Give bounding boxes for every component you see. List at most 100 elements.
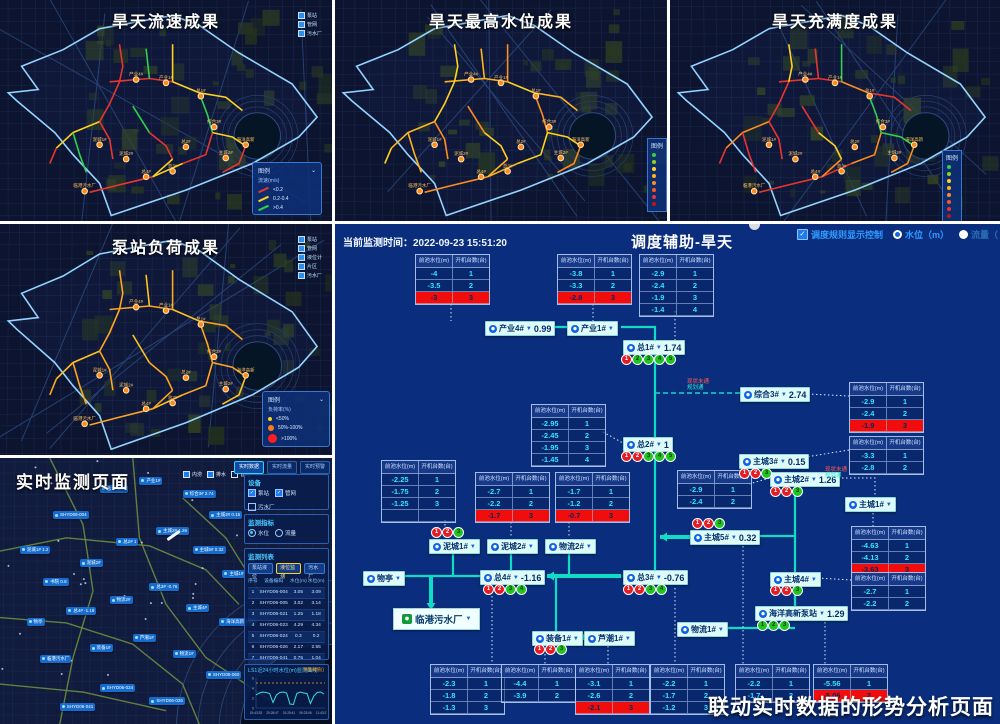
map-station-tag[interactable]: 临港污水厂	[39, 654, 72, 663]
pump-station-dot[interactable]	[792, 155, 799, 163]
map-station-tag[interactable]: 海洋高新 1.29	[219, 617, 257, 626]
map-station-tag[interactable]: 主城5# 0.32	[192, 545, 226, 554]
pump-station-dot[interactable]	[851, 143, 859, 151]
pump-node[interactable]: 主城1# ▼	[845, 497, 896, 512]
map-station-tag[interactable]: SHYD06-004	[53, 511, 89, 520]
pump-node[interactable]: 泥城2# ▼	[487, 539, 538, 554]
pump-station-dot[interactable]	[910, 141, 918, 149]
pump-station-dot[interactable]	[497, 79, 505, 87]
table-row[interactable]: 5 SHYD06-024 0.3 0.2	[248, 632, 325, 643]
pump-node[interactable]: 物流2# ▼	[545, 539, 596, 554]
pump-station-dot[interactable]	[169, 399, 176, 407]
pump-station-dot[interactable]	[431, 141, 438, 149]
pump-station-dot[interactable]	[96, 141, 103, 149]
pump-station-dot[interactable]	[81, 420, 88, 428]
map-station-tag[interactable]: 泥城1# 1.2	[19, 545, 51, 554]
radio-flow[interactable]: 流量（	[958, 228, 998, 241]
pump-station-dot[interactable]	[242, 141, 249, 149]
map-station-tag[interactable]: SHYD06-041	[59, 702, 96, 711]
metric-radio[interactable]: 流量	[275, 529, 296, 537]
device-checkbox[interactable]: ✓ 泵站	[248, 489, 269, 497]
pump-node[interactable]: 总4# ▼ -1.16	[480, 570, 546, 585]
pump-station-dot[interactable]	[142, 405, 150, 413]
pump-node[interactable]: 物流1# ▼	[677, 622, 728, 637]
pump-station-dot[interactable]	[557, 154, 565, 162]
pump-node[interactable]: 海洋高新泵站 ▼ 1.29	[755, 606, 849, 621]
tab-实时流量[interactable]: 实时流量	[266, 461, 297, 474]
map-station-tag[interactable]: 总1# 1.74	[99, 484, 129, 493]
pump-station-dot[interactable]	[545, 123, 553, 131]
pump-node[interactable]: 综合3# ▼ 2.74	[740, 387, 811, 402]
map-station-tag[interactable]: 装备1#	[89, 644, 113, 653]
pump-station-dot[interactable]	[866, 92, 873, 100]
device-checkbox[interactable]: 污水厂	[248, 503, 275, 511]
map-station-tag[interactable]: 物流1#	[172, 649, 196, 658]
radio-water-level[interactable]: 水位（m）	[892, 228, 949, 241]
pump-station-dot[interactable]	[416, 187, 423, 195]
pump-node[interactable]: 物亭 ▼	[363, 571, 405, 586]
table-row[interactable]: 3 SHYD06-021 1.25 1.18	[248, 610, 325, 621]
sewage-plant-node[interactable]: 临港污水厂 ▼	[393, 608, 481, 630]
pump-station-dot[interactable]	[132, 76, 140, 83]
map-station-tag[interactable]: SHYD06-024	[99, 684, 136, 693]
pump-station-dot[interactable]	[210, 353, 218, 361]
pump-station-dot[interactable]	[182, 374, 190, 381]
pump-station-dot[interactable]	[477, 173, 485, 181]
pump-station-dot[interactable]	[879, 123, 887, 131]
list-filter-button[interactable]: 泵站液位	[248, 563, 274, 580]
collapse-icon[interactable]: ⌄	[318, 397, 324, 403]
tab-实时数据[interactable]: 实时数据	[233, 461, 264, 474]
pump-station-dot[interactable]	[142, 173, 150, 181]
pump-station-dot[interactable]	[831, 79, 839, 87]
map-station-tag[interactable]: 泥城2#	[79, 559, 103, 568]
pumpload-map-canvas[interactable]: 产业4# 产业1# 总1# 综合3# 总2# 总3# 泥城1# 泥城2# 总4# 临港污水厂 主城2…	[0, 224, 332, 455]
map-station-tag[interactable]: 物亭	[26, 617, 45, 626]
waterlevel-map-canvas[interactable]: 产业4# 产业1# 总1# 综合3# 总2# 总3# 泥城1# 泥城2# 总4# 临港污水厂 主城2…	[335, 0, 667, 221]
map-station-tag[interactable]: 主城4#	[185, 604, 209, 613]
pump-station-dot[interactable]	[81, 187, 88, 195]
pump-station-dot[interactable]	[577, 141, 584, 149]
map-station-tag[interactable]: 总4# -1.16	[66, 606, 97, 615]
pump-node[interactable]: 总2# ▼ 1	[623, 437, 673, 452]
table-row[interactable]: 6 SHYD06-026 2.17 2.55	[248, 643, 325, 654]
map-station-tag[interactable]: SHYD06-060	[205, 670, 242, 679]
collapse-icon[interactable]: ⌄	[310, 168, 316, 174]
map-station-tag[interactable]: 产业1#	[139, 476, 163, 485]
map-station-tag[interactable]: 总2# 1	[116, 537, 139, 546]
table-row[interactable]: 1 SHYD06-004 3.05 3.09	[248, 588, 325, 599]
metric-radio[interactable]: 水位	[248, 529, 269, 537]
pump-station-dot[interactable]	[210, 123, 218, 131]
rule-display-toggle[interactable]: ✓ 调度规则显示控制	[796, 228, 883, 241]
pump-station-dot[interactable]	[838, 167, 845, 175]
pump-node[interactable]: 芦潮1# ▼	[584, 631, 635, 646]
pump-station-dot[interactable]	[182, 143, 190, 151]
layer-toggle[interactable]: 排水	[207, 471, 226, 478]
pump-station-dot[interactable]	[96, 372, 103, 379]
pump-station-dot[interactable]	[532, 92, 540, 100]
map-station-tag[interactable]: 物流2#	[109, 596, 133, 605]
pump-station-dot[interactable]	[222, 154, 230, 162]
pump-station-dot[interactable]	[242, 372, 249, 379]
map-station-tag[interactable]: 主城2# 1.26	[156, 527, 190, 536]
table-row[interactable]: 2 SHYD06-005 3.02 3.14	[248, 599, 325, 610]
map-station-tag[interactable]: 主城1#	[222, 569, 246, 578]
pump-station-dot[interactable]	[811, 173, 819, 181]
device-checkbox[interactable]: ✓ 管网	[275, 489, 296, 497]
map-station-tag[interactable]: 芦潮1#	[132, 633, 156, 642]
pump-node[interactable]: 产业4# ▼ 0.99	[485, 321, 556, 336]
list-filter-button[interactable]: 液位监测	[276, 563, 302, 580]
fullness-map-canvas[interactable]: 产业4# 产业1# 总1# 综合3# 总2# 总3# 泥城1# 泥城2# 总4# 临港污水厂 主城2…	[670, 0, 1000, 221]
pump-station-dot[interactable]	[517, 143, 525, 151]
pump-station-dot[interactable]	[162, 307, 170, 314]
pump-station-dot[interactable]	[197, 92, 205, 100]
pump-station-dot[interactable]	[122, 387, 130, 394]
layer-toggle[interactable]: 内涝	[183, 471, 202, 478]
pump-node[interactable]: 主城3# ▼ 0.15	[739, 454, 810, 469]
pump-station-dot[interactable]	[222, 385, 230, 393]
pump-station-dot[interactable]	[197, 321, 205, 328]
pump-node[interactable]: 主城2# ▼ 1.26	[770, 472, 841, 487]
scrollbar-knob[interactable]	[749, 224, 760, 230]
pump-station-dot[interactable]	[132, 303, 140, 311]
map-station-tag[interactable]: 主城3# 0.15	[209, 511, 243, 520]
pump-station-dot[interactable]	[802, 76, 809, 83]
